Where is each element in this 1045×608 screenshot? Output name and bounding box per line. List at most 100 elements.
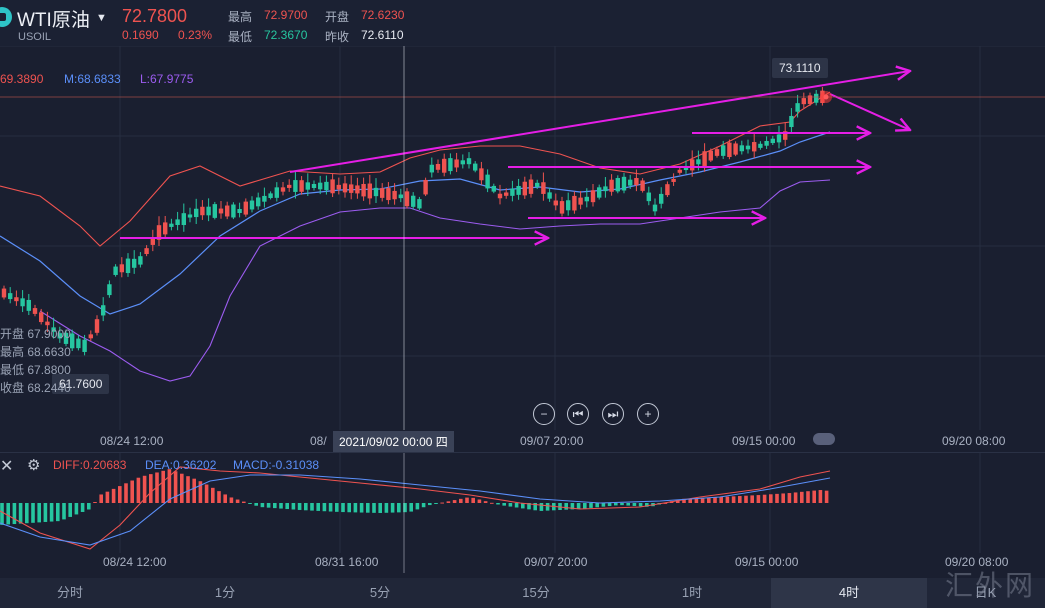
quote-label-low: 最低: [228, 30, 253, 44]
macd-bar: [806, 491, 810, 503]
timeframe-tab-5m[interactable]: 5分: [369, 585, 391, 600]
price-change-percent: 0.23%: [178, 28, 213, 42]
macd-bar: [347, 503, 351, 513]
macd-bar: [99, 494, 103, 503]
candle-body: [590, 190, 596, 203]
candle-body: [218, 208, 224, 214]
macd-bar: [756, 495, 761, 503]
candle-body: [268, 193, 273, 199]
candle-body: [485, 174, 490, 189]
candle-body: [783, 131, 788, 140]
timeframe-tab-4h[interactable]: 4时: [771, 578, 927, 608]
candle-body: [411, 195, 416, 207]
candle-body: [39, 312, 44, 323]
quote-label-prev-close: 昨收: [325, 30, 350, 44]
close-icon[interactable]: ✕: [0, 458, 14, 475]
jump-start-button[interactable]: ⏮: [567, 403, 589, 425]
ohlc-value: 68.6630: [27, 345, 71, 359]
candle-body: [566, 200, 571, 211]
ohlc-value: 67.9000: [27, 327, 71, 341]
candle-body: [76, 338, 81, 349]
candle-body: [454, 159, 459, 168]
timeframe-tab-15m[interactable]: 15分: [522, 585, 550, 600]
candle-body: [745, 145, 751, 150]
macd-bar: [211, 487, 215, 503]
quote-value-high: 72.9700: [264, 8, 308, 22]
gear-icon[interactable]: ⚙: [27, 457, 41, 474]
time-tick: 09/07 20:00: [520, 434, 584, 448]
candle-body: [336, 184, 341, 190]
timeframe-tab-daily[interactable]: 日K: [974, 585, 997, 600]
ohlc-value: 68.2440: [27, 381, 71, 395]
candle-body: [287, 184, 292, 188]
macd-bar: [118, 486, 122, 503]
macd-bar: [719, 496, 723, 503]
time-tick: 08/31 16:00: [315, 555, 379, 569]
candle-body: [429, 164, 434, 173]
candle-body: [671, 178, 676, 182]
jump-end-button[interactable]: ⏭: [602, 403, 624, 425]
macd-bar: [614, 503, 618, 506]
bb-upper-value: 69.3890: [0, 72, 44, 86]
candle-body: [460, 160, 465, 165]
candle-body: [479, 168, 484, 181]
macd-bar: [744, 495, 748, 503]
price-change: 0.1690: [122, 28, 159, 42]
macd-bar: [787, 493, 792, 503]
candle-body: [578, 197, 583, 205]
candle-body: [163, 222, 168, 235]
macd-bar: [43, 503, 48, 522]
macd-bar: [25, 503, 29, 524]
candle-body: [758, 143, 763, 148]
candle-body: [510, 188, 515, 196]
candle-body: [733, 143, 738, 155]
candle-body: [32, 308, 38, 314]
trend-lines[interactable]: [120, 71, 910, 238]
candle-body: [57, 333, 62, 339]
macd-bar: [93, 502, 97, 503]
macd-bar: [279, 503, 283, 509]
candle-body: [144, 248, 149, 255]
bb-lower-value: L:67.9775: [140, 72, 194, 86]
panel-divider: [0, 452, 1045, 453]
macd-bar: [421, 503, 426, 508]
macd-bar: [589, 503, 593, 508]
macd-bar: [496, 503, 500, 505]
macd-bar: [37, 503, 41, 523]
candle-body: [274, 187, 279, 198]
candle-body: [237, 209, 242, 213]
symbol-name[interactable]: WTI原油: [17, 10, 90, 31]
macd-bar: [254, 503, 258, 506]
macd-bar: [68, 503, 72, 517]
candlestick-chart[interactable]: [0, 46, 1045, 430]
candle-body: [404, 191, 410, 207]
ohlc-row: 开盘 67.9000: [0, 325, 71, 343]
macd-bar: [260, 503, 265, 508]
macd-bar: [483, 501, 488, 503]
candle-body: [665, 184, 670, 196]
zoom-in-button[interactable]: +: [637, 403, 659, 425]
last-price: 72.7800: [122, 6, 188, 26]
candle-body: [702, 151, 707, 167]
candle-body: [572, 195, 577, 211]
candle-body: [181, 213, 186, 226]
candle-body: [541, 182, 546, 194]
macd-bar: [564, 503, 568, 510]
candle-body: [8, 293, 13, 300]
scroll-handle[interactable]: [813, 433, 835, 445]
candle-body: [435, 163, 441, 170]
macd-bar: [632, 503, 637, 506]
time-tick: 09/15 00:00: [732, 434, 796, 448]
candle-body: [132, 258, 137, 268]
macd-bar: [521, 503, 525, 509]
watermark-logo: 汇外网: [944, 570, 1035, 601]
timeframe-tab-fenshi[interactable]: 分时: [56, 585, 83, 600]
macd-bar: [161, 470, 165, 503]
timeframe-tab-1m[interactable]: 1分: [214, 585, 236, 600]
zoom-out-button[interactable]: −: [533, 403, 555, 425]
macd-bar: [341, 503, 345, 513]
macd-bar: [390, 503, 395, 513]
timeframe-tab-1h[interactable]: 1时: [681, 585, 703, 600]
candle-body: [243, 201, 248, 215]
chevron-down-icon[interactable]: ▼: [96, 12, 107, 24]
